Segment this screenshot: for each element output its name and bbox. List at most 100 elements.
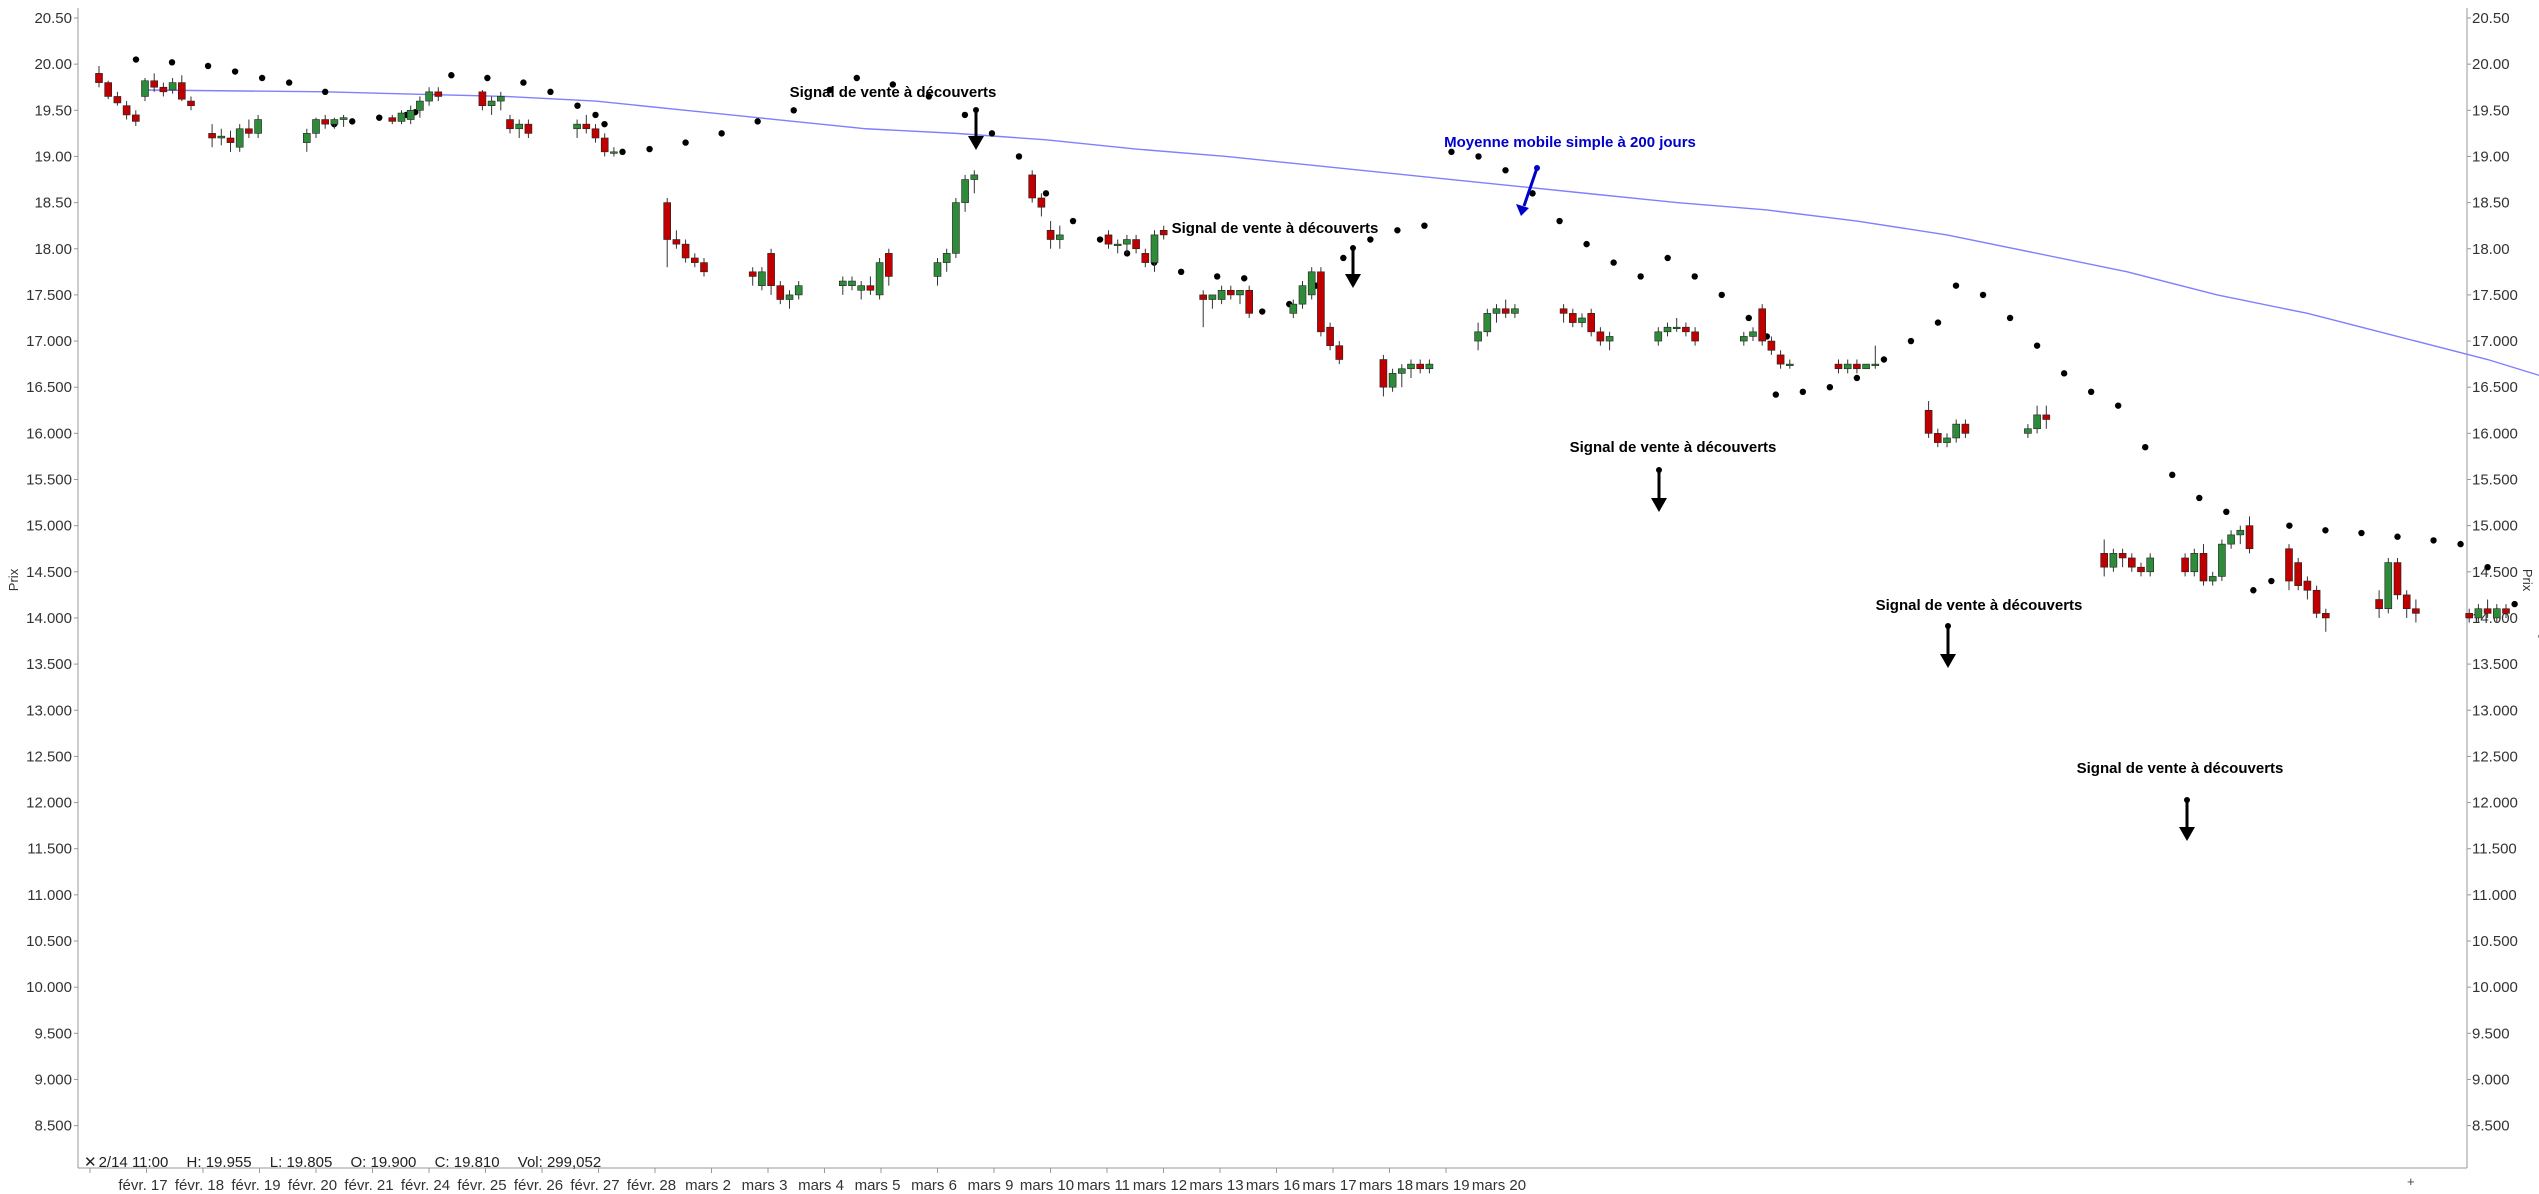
sar-dot bbox=[619, 148, 626, 156]
y-axis-title-right: Prix bbox=[2520, 569, 2535, 592]
scroll-end-button[interactable]: + bbox=[2407, 1174, 2415, 1189]
y-tick-label-left: 13.500 bbox=[26, 656, 72, 673]
candle-up bbox=[1208, 294, 1217, 300]
x-tick-label: févr. 19 bbox=[231, 1177, 280, 1194]
candle-down bbox=[600, 137, 609, 153]
y-tick-label-right: 8.500 bbox=[2472, 1118, 2510, 1135]
sar-dot bbox=[889, 81, 897, 88]
candle-down bbox=[1379, 359, 1388, 388]
x-tick-label: mars 20 bbox=[1472, 1177, 1526, 1194]
candle-up bbox=[610, 151, 618, 154]
candle-down bbox=[1934, 433, 1942, 443]
candle-up bbox=[339, 117, 348, 120]
candle-up bbox=[2033, 414, 2041, 430]
candle-down bbox=[1245, 289, 1253, 314]
sar-dot bbox=[1664, 254, 1671, 262]
candle-up bbox=[416, 100, 424, 111]
candle-down bbox=[178, 82, 186, 100]
candle-up bbox=[406, 110, 415, 120]
candle-up bbox=[1150, 234, 1159, 263]
status-bar: ✕ 2/14 11:00 H: 19.955 L: 19.805 O: 19.90… bbox=[84, 1153, 615, 1171]
sar-dot bbox=[1475, 153, 1482, 160]
sar-dot bbox=[547, 88, 554, 96]
sar-dot bbox=[1880, 356, 1888, 363]
y-tick-label-left: 8.500 bbox=[34, 1118, 72, 1135]
x-tick-label: mars 6 bbox=[911, 1177, 957, 1194]
y-tick-label-right: 18.50 bbox=[2472, 195, 2510, 212]
candle-down bbox=[1776, 354, 1785, 365]
candle-up bbox=[1492, 308, 1501, 314]
sar-dot bbox=[168, 59, 176, 66]
candle-up bbox=[1483, 313, 1492, 333]
candle-down bbox=[245, 128, 253, 134]
candle-up bbox=[2146, 557, 2154, 573]
candle-up bbox=[952, 202, 960, 254]
sar-dot bbox=[2358, 529, 2365, 537]
candle-up bbox=[1663, 326, 1672, 333]
candle-up bbox=[2218, 543, 2226, 577]
sar-dot bbox=[1042, 190, 1050, 197]
candle-down bbox=[1569, 313, 1577, 323]
sar-dot bbox=[322, 88, 329, 96]
sar-dot bbox=[2142, 443, 2149, 451]
candle-down bbox=[2393, 562, 2402, 596]
sar-dot bbox=[2033, 342, 2041, 349]
candle-down bbox=[2118, 553, 2127, 559]
annotation-arrow-head bbox=[968, 136, 984, 150]
candle-down bbox=[1317, 271, 1325, 333]
candle-up bbox=[496, 96, 505, 102]
sar-dot bbox=[592, 111, 599, 119]
sar-dot bbox=[204, 62, 212, 70]
annotation-label: Signal de vente à découverts bbox=[1876, 597, 2083, 614]
y-tick-label-left: 9.500 bbox=[34, 1025, 72, 1042]
y-tick-label-left: 18.00 bbox=[34, 241, 72, 258]
candle-up bbox=[302, 133, 311, 143]
candle-up bbox=[875, 262, 884, 296]
candle-down bbox=[2303, 580, 2312, 591]
x-tick-label: mars 2 bbox=[685, 1177, 731, 1194]
y-tick-label-right: 12.500 bbox=[2472, 748, 2518, 765]
sar-dot bbox=[285, 79, 293, 86]
candle-up bbox=[785, 294, 794, 300]
candle-down bbox=[150, 80, 158, 88]
candle-down bbox=[1028, 174, 1036, 199]
sar-dot bbox=[2484, 563, 2491, 571]
x-tick-label: févr. 24 bbox=[401, 1177, 450, 1194]
annotation-label: Moyenne mobile simple à 200 jours bbox=[1444, 134, 1696, 151]
candle-down bbox=[2465, 613, 2473, 619]
candle-down bbox=[1199, 294, 1207, 300]
status-volume: Vol: 299,052 bbox=[517, 1154, 602, 1171]
candle-down bbox=[2042, 414, 2051, 420]
sar-dot bbox=[1421, 222, 1428, 229]
sar-dot bbox=[1529, 190, 1536, 197]
sar-dot bbox=[790, 107, 797, 114]
sar-dot bbox=[646, 145, 653, 153]
candle-down bbox=[1691, 331, 1699, 342]
sar-dot bbox=[349, 118, 356, 125]
candle-up bbox=[933, 262, 942, 277]
candle-down bbox=[2483, 608, 2492, 614]
sar-dot bbox=[2250, 587, 2257, 594]
candle-up bbox=[1740, 336, 1748, 342]
candle-down bbox=[2100, 553, 2108, 568]
candle-up bbox=[2227, 534, 2235, 545]
annotation-label: Signal de vente à découverts bbox=[1570, 439, 1777, 456]
candle-up bbox=[794, 285, 803, 296]
candle-down bbox=[1159, 229, 1168, 236]
candle-down bbox=[1961, 423, 1970, 434]
x-tick-label: mars 3 bbox=[742, 1177, 788, 1194]
y-tick-label-left: 14.500 bbox=[26, 564, 72, 581]
candle-down bbox=[2312, 589, 2321, 614]
candle-down bbox=[1132, 239, 1140, 250]
sar-dot bbox=[1853, 374, 1861, 382]
sar-dot bbox=[376, 114, 383, 121]
y-tick-label-left: 20.50 bbox=[34, 10, 72, 27]
sar-dot bbox=[2060, 370, 2068, 377]
y-tick-label-left: 12.000 bbox=[26, 795, 72, 812]
sar-dot bbox=[718, 130, 725, 137]
y-tick-label-right: 18.00 bbox=[2472, 241, 2510, 258]
candle-down bbox=[2128, 557, 2136, 568]
annotation-arrow-head bbox=[2179, 827, 2195, 841]
candle-up bbox=[425, 91, 433, 102]
candle-down bbox=[1416, 363, 1424, 370]
